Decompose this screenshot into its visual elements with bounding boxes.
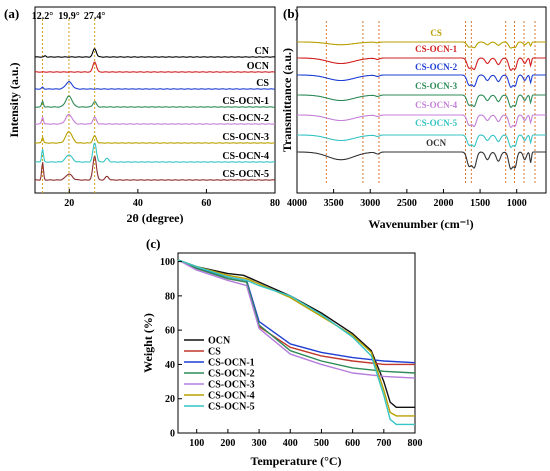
panel-a-series-label-cs-ocn-2: CS-OCN-2 xyxy=(222,113,269,124)
panel-c-legend-label-cs-ocn-2: CS-OCN-2 xyxy=(208,369,255,380)
panel-c-xlabel: Temperature (°C) xyxy=(250,454,341,468)
panel-b-series-label-cs-ocn-1: CS-OCN-1 xyxy=(415,44,457,54)
panel-a-series-label-cs-ocn-1: CS-OCN-1 xyxy=(222,96,269,107)
panel-b-series-ocn xyxy=(297,151,546,170)
panel-c-xtick-label-700: 700 xyxy=(376,438,391,449)
panel-a-annotation-2: 27.4° xyxy=(84,11,106,22)
panel-c-legend-label-cs-ocn-3: CS-OCN-3 xyxy=(208,380,255,391)
panel-b-ylabel: Transmittance (a.u.) xyxy=(280,48,294,152)
panel-a-series-cs-ocn-5 xyxy=(34,155,276,181)
panel-c-legend-label-ocn: OCN xyxy=(208,336,231,347)
panel-b-xtick-label-2500: 2500 xyxy=(397,198,417,209)
panel-b-xtick-label-4000: 4000 xyxy=(287,198,307,209)
panel-a-series-cs-ocn-2 xyxy=(34,113,276,125)
panel-c-xtick-label-600: 600 xyxy=(345,438,360,449)
panel-c-plot-frame xyxy=(177,252,416,434)
panel-a-series-ocn xyxy=(34,61,276,73)
panel-b-series-cs-ocn-3 xyxy=(297,94,546,108)
panel-b-xtick-label-1500: 1500 xyxy=(470,198,490,209)
panel-c-xtick-label-400: 400 xyxy=(283,438,298,449)
panel-c-series-cs-ocn-2 xyxy=(177,259,416,374)
panel-c-xtick-label-100: 100 xyxy=(189,438,204,449)
panel-a-series-label-ocn: OCN xyxy=(247,61,270,72)
panel-a-annotation-0: 12.2° xyxy=(32,11,54,22)
panel-a-series-label-cs: CS xyxy=(256,78,269,89)
panel-b-series-cs-ocn-4 xyxy=(297,114,546,128)
panel-c-ytick-label-100: 100 xyxy=(160,257,175,268)
panel-a-xtick-label-40: 40 xyxy=(133,198,143,209)
panel-b-series-label-cs: CS xyxy=(430,28,442,38)
panel-c-xtick-label-800: 800 xyxy=(408,438,423,449)
panel-b-xtick-label-3000: 3000 xyxy=(360,198,380,209)
panel-a-series-cs-ocn-4 xyxy=(34,142,276,163)
panel-b-series-label-ocn: OCN xyxy=(426,138,447,148)
panel-c-series-cs-ocn-3 xyxy=(177,259,416,379)
panel-a-series-cn xyxy=(34,48,276,58)
panel-a-xtick-label-80: 80 xyxy=(270,198,280,209)
panel-a-series-cs xyxy=(35,81,275,90)
panel-b-xtick-label-1000: 1000 xyxy=(507,198,527,209)
panel-c-legend-label-cs: CS xyxy=(208,347,221,358)
panel-b-series-cs-ocn-2 xyxy=(297,74,546,88)
panel-c-xtick-label-500: 500 xyxy=(314,438,329,449)
panel-a-ylabel: Intensity (a.u.) xyxy=(7,62,21,137)
panel-c-legend-label-cs-ocn-5: CS-OCN-5 xyxy=(208,402,255,413)
panel-b-ftir: 4000 3500 3000 2500 2000 1500 1000 CS CS-OCN-1 C… xyxy=(280,6,547,231)
panel-c-ytick-label-60: 60 xyxy=(165,326,175,337)
panel-c-ytick-label-20: 20 xyxy=(165,394,175,405)
panel-a-plot-frame xyxy=(34,6,276,194)
panel-a-series-cs-ocn-1 xyxy=(34,95,276,108)
panel-b-xtick-label-2000: 2000 xyxy=(433,198,453,209)
panel-b-plot-frame xyxy=(296,6,547,194)
panel-a-xtick-label-60: 60 xyxy=(201,198,211,209)
panel-a-series-label-cs-ocn-5: CS-OCN-5 xyxy=(222,169,269,180)
panel-a-series-label-cs-ocn-3: CS-OCN-3 xyxy=(222,132,269,143)
panel-a-xrd: 20 40 60 80 12.2° 19.9° 27.4° CN OCN CS CS-OCN-1… xyxy=(7,6,280,225)
panel-c-legend-label-cs-ocn-4: CS-OCN-4 xyxy=(208,391,255,402)
panel-b-series-label-cs-ocn-4: CS-OCN-4 xyxy=(415,100,457,110)
panel-b-series-cs xyxy=(297,41,546,49)
panel-b-series-cs-ocn-1 xyxy=(297,57,546,71)
panel-c-tga: 100 200 300 400 500 600 700 800 0 20 40 60 80 100 OCN… xyxy=(141,252,423,468)
panel-c-xtick-label-300: 300 xyxy=(252,438,267,449)
panel-a-xlabel: 2θ (degree) xyxy=(126,211,183,225)
panel-b-xlabel: Wavenumber (cm⁻¹) xyxy=(368,217,473,231)
panel-b-series-label-cs-ocn-5: CS-OCN-5 xyxy=(415,118,457,128)
panel-c-ytick-label-0: 0 xyxy=(170,429,175,440)
panel-b-series-cs-ocn-5 xyxy=(297,134,546,148)
panel-c-xtick-label-200: 200 xyxy=(220,438,235,449)
panel-b-letter: (b) xyxy=(283,6,299,21)
panel-a-series-label-cn: CN xyxy=(255,46,270,57)
panel-c-letter: (c) xyxy=(146,236,160,251)
panel-c-ytick-label-40: 40 xyxy=(165,360,175,371)
panel-b-xtick-label-3500: 3500 xyxy=(324,198,344,209)
panel-a-annotation-1: 19.9° xyxy=(58,11,80,22)
panel-b-series-label-cs-ocn-2: CS-OCN-2 xyxy=(415,62,457,72)
panel-c-ytick-label-80: 80 xyxy=(165,291,175,302)
panel-a-letter: (a) xyxy=(4,6,19,21)
panel-c-ylabel: Weight (%) xyxy=(141,313,155,373)
panel-b-series-label-cs-ocn-3: CS-OCN-3 xyxy=(415,81,457,91)
panel-c-series-cs-ocn-1 xyxy=(177,259,416,364)
panel-a-series-label-cs-ocn-4: CS-OCN-4 xyxy=(222,151,269,162)
panel-c-series-cs-ocn-4 xyxy=(177,259,415,417)
panel-c-series-cs-ocn-5 xyxy=(177,259,415,426)
panel-c-legend-label-cs-ocn-1: CS-OCN-1 xyxy=(208,358,255,369)
panel-a-xtick-label-20: 20 xyxy=(64,198,74,209)
panel-a-series-cs-ocn-3 xyxy=(35,131,275,144)
panel-c-series-ocn xyxy=(177,259,415,408)
